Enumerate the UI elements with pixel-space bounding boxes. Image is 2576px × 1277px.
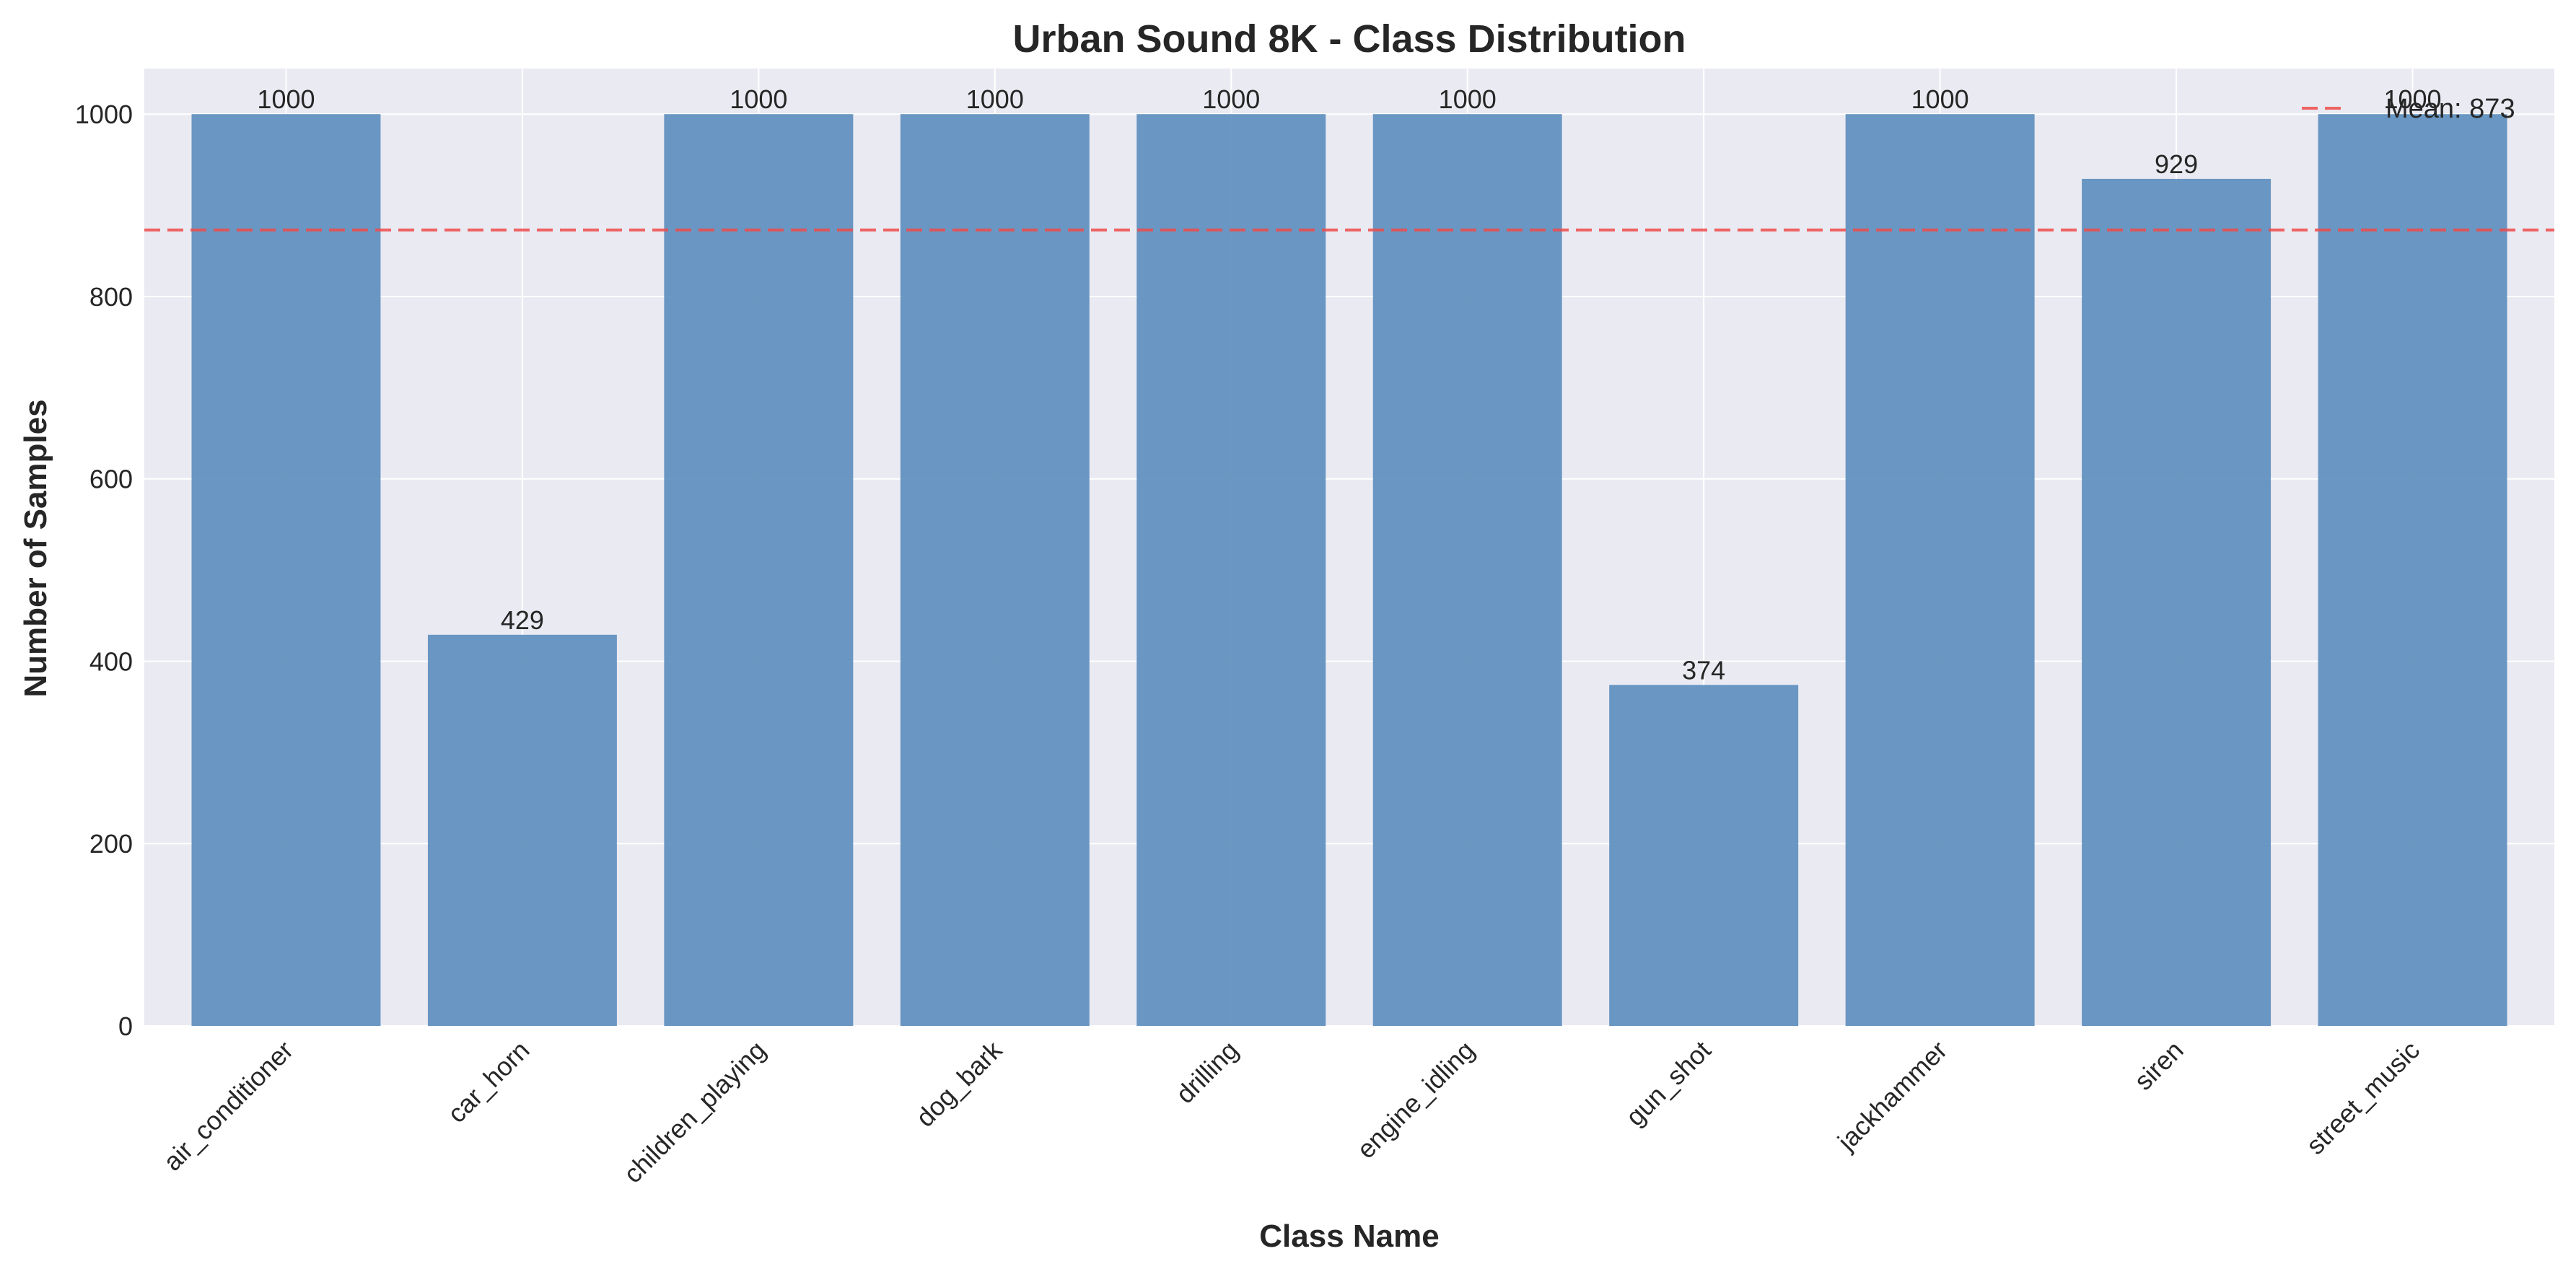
data-label-gun_shot: 374 (1682, 655, 1725, 685)
bars (191, 114, 2507, 1027)
x-tick-label-engine_idling: engine_idling (1351, 1035, 1480, 1164)
data-label-street_music: 1000 (2383, 84, 2441, 114)
x-axis-label: Class Name (1259, 1219, 1439, 1254)
data-label-children_playing: 1000 (730, 84, 787, 114)
data-label-jackhammer: 1000 (1911, 84, 1969, 114)
legend: Mean: 873 (2302, 94, 2515, 124)
bar-siren (2082, 178, 2271, 1027)
bar-children_playing (664, 114, 854, 1027)
x-tick-label-street_music: street_music (2300, 1035, 2425, 1160)
y-tick-label: 0 (118, 1011, 133, 1041)
x-tick-label-air_conditioner: air_conditioner (157, 1035, 299, 1177)
bar-dog_bark (900, 114, 1090, 1027)
x-tick-label-dog_bark: dog_bark (910, 1035, 1008, 1133)
x-tick-label-gun_shot: gun_shot (1620, 1035, 1717, 1132)
data-labels: 1000 429 1000 1000 1000 1000 374 1000 929 1000 (257, 84, 2441, 685)
bar-gun_shot (1609, 685, 1799, 1026)
data-label-engine_idling: 1000 (1439, 84, 1497, 114)
bar-street_music (2318, 114, 2507, 1027)
bar-car_horn (427, 634, 617, 1026)
bar-engine_idling (1372, 114, 1562, 1027)
chart-title: Urban Sound 8K - Class Distribution (1012, 17, 1686, 61)
y-tick-label: 1000 (75, 100, 133, 129)
x-tick-label-drilling: drilling (1170, 1035, 1244, 1110)
data-label-siren: 929 (2155, 149, 2198, 179)
y-tick-label: 400 (89, 646, 133, 676)
data-label-drilling: 1000 (1202, 84, 1260, 114)
bar-drilling (1136, 114, 1326, 1027)
y-axis-label: Number of Samples (18, 399, 53, 697)
data-label-dog_bark: 1000 (966, 84, 1024, 114)
bar-jackhammer (1845, 114, 2035, 1027)
x-tick-label-siren: siren (2129, 1035, 2189, 1096)
x-tick-label-children_playing: children_playing (618, 1035, 771, 1189)
y-tick-label: 200 (89, 829, 133, 859)
x-tick-labels: air_conditioner car_horn children_playing d… (157, 1035, 2425, 1189)
data-label-air_conditioner: 1000 (257, 84, 315, 114)
x-tick-label-car_horn: car_horn (442, 1035, 535, 1128)
legend-label: Mean: 873 (2386, 94, 2515, 124)
y-tick-label: 800 (89, 282, 133, 312)
bar-air_conditioner (191, 114, 381, 1027)
y-tick-labels: 0 200 400 600 800 1000 (75, 100, 133, 1041)
y-tick-label: 600 (89, 465, 133, 494)
x-tick-label-jackhammer: jackhammer (1831, 1035, 1953, 1157)
data-label-car_horn: 429 (501, 605, 544, 635)
